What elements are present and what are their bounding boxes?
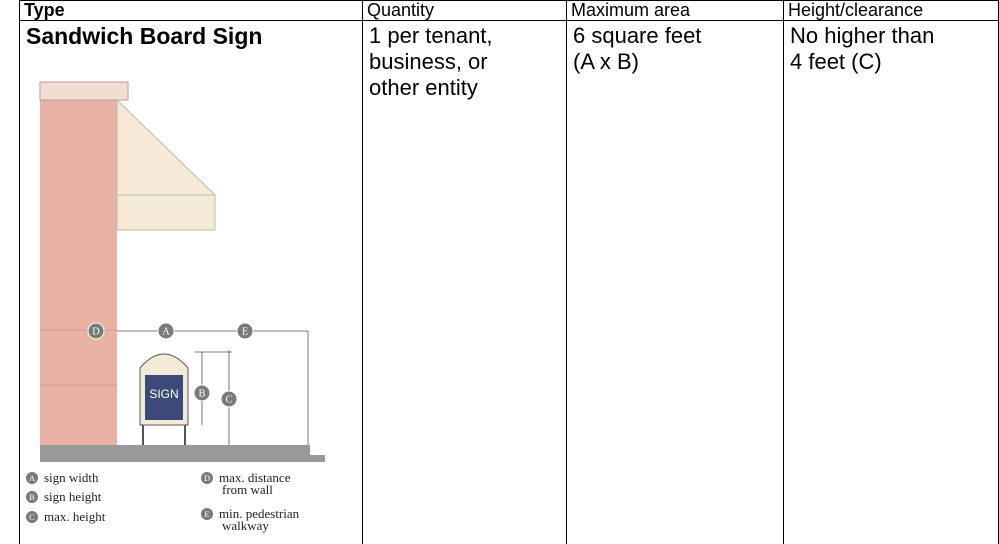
marker-circle [220,390,238,408]
marker-letter: A [29,473,36,483]
cell-line: (A x B) [573,49,640,74]
brick-wall [40,82,117,447]
cell-line: No higher than [790,23,935,48]
marker-circle [25,510,39,524]
wall-cap [39,81,129,101]
awning-valance [116,194,216,231]
marker-letter: C [226,395,233,406]
marker-circle [200,471,214,485]
cell-line: 4 feet (C) [790,49,882,74]
legend-text: from wall [222,482,273,497]
marker-circle [200,507,214,521]
cell: No higher than 4 feet (C) [783,20,999,544]
sign-text: SIGN [149,387,178,401]
legend-text: min. pedestrian [219,506,300,521]
legend-text: walkway [222,518,269,533]
ground [40,445,325,462]
marker-letter: B [199,389,206,400]
cell-line: business, or [369,49,488,74]
cell: 1 per tenant, business, or other entity [362,20,567,544]
marker-letter: B [29,492,35,502]
legend-text: max. distance [219,470,291,485]
sign-panel [145,375,183,420]
marker-letter: A [162,327,170,338]
cell-line: 1 per tenant, [369,23,493,48]
marker-circle [25,490,39,504]
marker-letter: C [29,512,35,522]
legend-text: sign height [44,489,102,504]
marker-circle [236,322,254,340]
cell-line: other entity [369,75,478,100]
marker-letter: E [204,509,209,519]
marker-circle [157,322,175,340]
awning [116,98,217,196]
cell: 6 square feet (A x B) [566,20,784,544]
marker-letter: D [204,473,210,483]
legend-text: sign width [44,470,99,485]
marker-circle [25,471,39,485]
marker-circle [87,322,105,340]
cell-line: 6 square feet [573,23,702,48]
legend-text: max. height [44,509,106,524]
cell-line: Sandwich Board Sign [26,23,263,49]
marker-letter: E [242,327,248,338]
marker-letter: D [92,327,100,338]
marker-circle [193,384,211,402]
